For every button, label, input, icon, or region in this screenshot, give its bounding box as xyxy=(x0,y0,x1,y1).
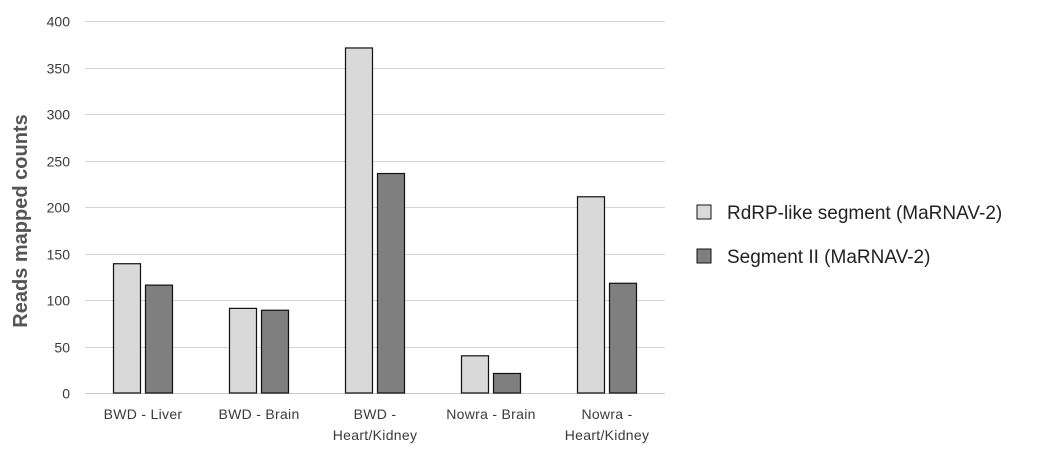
category-label: Heart/Kidney xyxy=(565,427,650,443)
category-label: BWD - xyxy=(354,406,397,422)
category-labels: BWD - Liver BWD - Brain BWD - Heart/Kidney N… xyxy=(104,406,650,443)
y-tick-label: 400 xyxy=(47,14,71,30)
y-tick-label: 300 xyxy=(47,107,71,123)
bar-rdrp-3 xyxy=(460,355,490,394)
y-tick-label: 150 xyxy=(47,247,71,263)
bar-segment2-3 xyxy=(492,372,522,394)
bar-segment2-1 xyxy=(260,309,290,394)
legend-label-rdrp: RdRP-like segment (MaRNAV-2) xyxy=(727,203,1002,224)
bar-rdrp-1 xyxy=(228,307,258,394)
bar-segment2-4 xyxy=(608,282,638,394)
bar-rdrp-0 xyxy=(112,263,142,394)
category-label: BWD - Liver xyxy=(104,406,183,422)
y-tick-label: 350 xyxy=(47,61,71,77)
legend-label-segment2: Segment II (MaRNAV-2) xyxy=(727,247,930,268)
y-axis-title: Reads mapped counts xyxy=(10,114,32,327)
legend: RdRP-like segment (MaRNAV-2) Segment II (… xyxy=(696,203,1002,268)
category-label: Nowra - Brain xyxy=(446,406,535,422)
bar-segment2-0 xyxy=(144,284,174,394)
bar-rdrp-4 xyxy=(576,196,606,394)
y-tick-labels: 0 50 100 150 200 250 300 350 400 xyxy=(47,14,71,402)
category-label: Nowra - xyxy=(581,406,632,422)
y-tick-label: 0 xyxy=(62,386,70,402)
bars xyxy=(112,47,638,394)
legend-swatch-segment2 xyxy=(696,248,712,264)
y-tick-label: 200 xyxy=(47,200,71,216)
y-tick-label: 100 xyxy=(47,293,71,309)
bar-rdrp-2 xyxy=(344,47,374,394)
legend-swatch-rdrp xyxy=(696,204,712,220)
bar-segment2-2 xyxy=(376,172,406,394)
category-label: Heart/Kidney xyxy=(333,427,418,443)
gridlines xyxy=(85,21,665,394)
y-tick-label: 50 xyxy=(54,340,70,356)
y-tick-label: 250 xyxy=(47,154,71,170)
category-label: BWD - Brain xyxy=(218,406,299,422)
